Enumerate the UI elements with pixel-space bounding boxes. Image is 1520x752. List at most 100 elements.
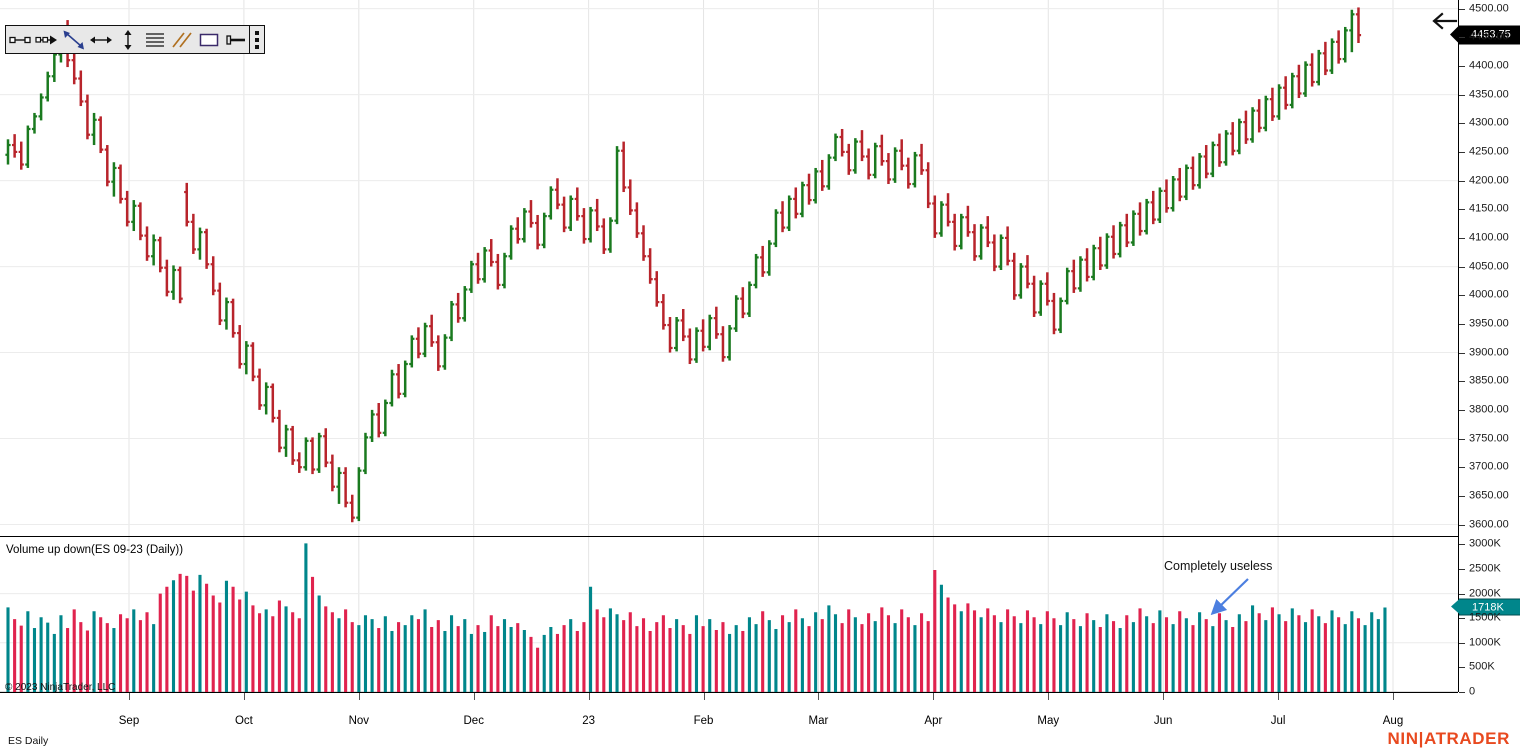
fibonacci-retracement-tool[interactable] xyxy=(141,26,168,53)
price-tick-label: 4000.00 xyxy=(1469,288,1509,301)
line-segment-tool[interactable] xyxy=(6,26,33,53)
time-tick-mark xyxy=(933,693,935,700)
price-tick-mark xyxy=(1459,495,1465,497)
back-arrow-icon[interactable] xyxy=(1430,10,1458,32)
time-tick-mark xyxy=(818,693,820,700)
volume-tick-mark xyxy=(1459,618,1465,620)
price-panel[interactable] xyxy=(0,0,1458,536)
price-tick-mark xyxy=(1459,467,1465,469)
copyright-notice: © 2023 NinjaTrader, LLC xyxy=(5,682,116,693)
price-tick-label: 4350.00 xyxy=(1469,88,1509,101)
price-tick-label: 3850.00 xyxy=(1469,374,1509,387)
volume-tick-mark xyxy=(1459,593,1465,595)
time-tick-mark xyxy=(358,693,360,700)
price-tick-label: 3800.00 xyxy=(1469,403,1509,416)
parallel-channel-tool[interactable] xyxy=(168,26,195,53)
time-tick-mark xyxy=(129,693,130,700)
price-tick-label: 4450.00 xyxy=(1469,30,1509,43)
horizontal-line-tool[interactable] xyxy=(87,26,114,53)
price-tick-mark xyxy=(1459,8,1465,10)
time-tick-mark xyxy=(1393,693,1394,700)
price-tick-mark xyxy=(1459,94,1465,96)
price-tick-mark xyxy=(1459,524,1465,526)
chart-annotation-text: Completely useless xyxy=(1164,559,1273,573)
volume-indicator-title: Volume up down(ES 09-23 (Daily)) xyxy=(6,544,184,556)
time-tick-mark xyxy=(703,693,705,700)
time-tick-label: Dec xyxy=(463,715,484,727)
ninjatrader-logo: NIN|ATRADER xyxy=(1387,729,1510,748)
price-tick-mark xyxy=(1459,266,1465,268)
trend-line-tool[interactable] xyxy=(60,26,87,53)
drawing-toolbar[interactable] xyxy=(5,25,265,54)
price-tick-mark xyxy=(1459,295,1465,297)
price-tick-label: 3600.00 xyxy=(1469,518,1509,531)
volume-tick-mark xyxy=(1459,667,1465,669)
price-tick-label: 4200.00 xyxy=(1469,174,1509,187)
panel-divider xyxy=(0,536,1458,537)
price-tick-mark xyxy=(1459,381,1465,383)
volume-tick-label: 2500K xyxy=(1469,562,1501,575)
price-axis[interactable]: 4453.75 1718K 3600.00 3650.00 3700.00 3750.… xyxy=(1450,0,1520,697)
drag-grip-handle[interactable] xyxy=(249,26,264,53)
price-tick-label: 4050.00 xyxy=(1469,260,1509,273)
time-tick-label: May xyxy=(1037,715,1060,727)
price-tick-mark xyxy=(1459,438,1465,440)
time-tick-label: Jul xyxy=(1270,715,1286,727)
volume-tick-mark xyxy=(1459,692,1465,693)
arrow-line-tool[interactable] xyxy=(33,26,60,53)
time-tick-mark xyxy=(1048,693,1050,700)
volume-tick-label: 500K xyxy=(1469,660,1495,673)
price-tick-label: 4150.00 xyxy=(1469,202,1509,215)
volume-tick-mark xyxy=(1459,544,1465,546)
price-tick-mark xyxy=(1459,209,1465,211)
time-tick-mark xyxy=(588,693,590,700)
volume-plot-area[interactable] xyxy=(0,537,1458,692)
price-tick-label: 3700.00 xyxy=(1469,460,1509,473)
price-tick-label: 4300.00 xyxy=(1469,116,1509,129)
price-tick-mark xyxy=(1459,37,1465,39)
time-tick-label: Jun xyxy=(1153,715,1173,727)
volume-tick-mark xyxy=(1459,568,1465,570)
time-tick-label: Aug xyxy=(1382,715,1404,727)
volume-tick-label: 3000K xyxy=(1469,537,1501,550)
time-tick-label: Oct xyxy=(234,715,253,727)
time-tick-mark xyxy=(243,693,245,700)
price-tick-mark xyxy=(1459,409,1465,411)
price-plot-area[interactable] xyxy=(0,0,1458,536)
time-tick-label: Nov xyxy=(348,715,370,727)
annotation-arrow-icon xyxy=(1210,578,1249,616)
price-tick-label: 4250.00 xyxy=(1469,145,1509,158)
price-tick-label: 4500.00 xyxy=(1469,2,1509,15)
price-tick-mark xyxy=(1459,323,1465,325)
instrument-label: ES Daily xyxy=(8,735,49,747)
time-tick-mark xyxy=(1278,693,1280,700)
last-price-marker: 4453.75 xyxy=(1450,25,1520,45)
volume-bars xyxy=(0,537,1458,692)
price-bars xyxy=(0,0,1458,536)
time-tick-mark xyxy=(473,693,475,700)
price-tick-label: 3900.00 xyxy=(1469,346,1509,359)
volume-tick-label: 0 xyxy=(1469,685,1476,698)
time-tick-mark xyxy=(1163,693,1165,700)
time-axis[interactable]: Sep Oct Nov Dec 23 Feb Mar Apr May Jun Jul Aug xyxy=(0,692,1458,732)
price-tick-mark xyxy=(1459,180,1465,182)
rectangle-tool[interactable] xyxy=(195,26,222,53)
time-tick-label: Apr xyxy=(924,715,943,727)
time-tick-label: Sep xyxy=(118,715,140,727)
price-tick-label: 3750.00 xyxy=(1469,432,1509,445)
price-tick-mark xyxy=(1459,123,1465,125)
price-tick-label: 4100.00 xyxy=(1469,231,1509,244)
price-tick-mark xyxy=(1459,151,1465,153)
time-tick-label: Feb xyxy=(693,715,714,727)
ray-tool[interactable] xyxy=(222,26,249,53)
last-volume-marker: 1718K xyxy=(1451,598,1520,616)
price-tick-label: 3650.00 xyxy=(1469,489,1509,502)
volume-tick-label: 2000K xyxy=(1469,587,1501,600)
time-tick-label: Mar xyxy=(808,715,829,727)
vertical-line-tool[interactable] xyxy=(114,26,141,53)
volume-tick-label: 1000K xyxy=(1469,636,1501,649)
time-tick-label: 23 xyxy=(582,715,596,727)
price-tick-label: 3950.00 xyxy=(1469,317,1509,330)
price-tick-label: 4400.00 xyxy=(1469,59,1509,72)
volume-tick-mark xyxy=(1459,642,1465,644)
